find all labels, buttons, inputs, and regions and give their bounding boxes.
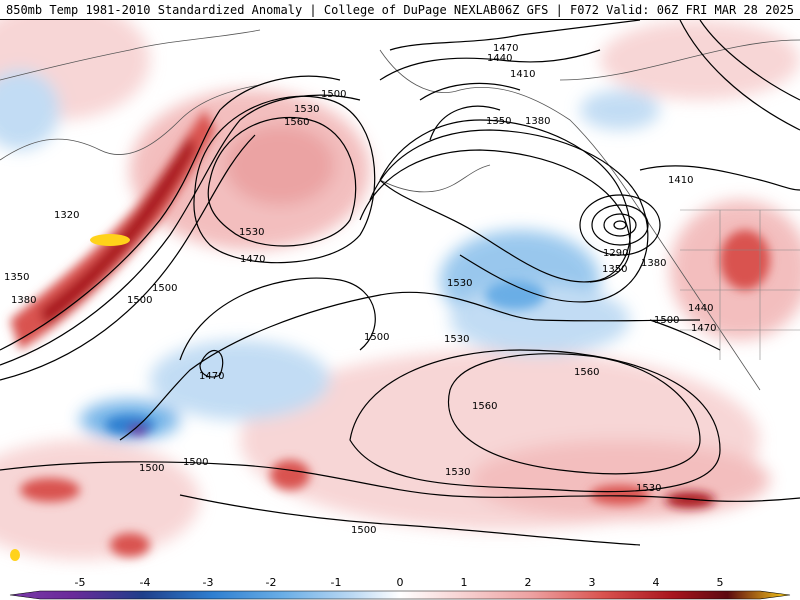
svg-text:1530: 1530	[445, 467, 470, 478]
svg-text:1500: 1500	[139, 463, 164, 474]
svg-text:1290: 1290	[603, 248, 628, 259]
svg-text:1410: 1410	[510, 69, 535, 80]
colorbar-label: 4	[652, 576, 660, 589]
svg-text:1470: 1470	[199, 371, 224, 382]
max-anomaly-spot	[90, 234, 130, 246]
svg-text:1500: 1500	[321, 89, 346, 100]
svg-text:1530: 1530	[294, 104, 319, 115]
svg-text:1530: 1530	[239, 227, 264, 238]
map-header: 850mb Temp 1981-2010 Standardized Anomal…	[0, 0, 800, 20]
colorbar-label: 0	[396, 576, 404, 589]
model-run-info: 06Z GFS | F072 Valid: 06Z FRI MAR 28 202…	[497, 3, 794, 17]
colorbar-label: 1	[460, 576, 468, 589]
colorbar-label: -4	[139, 576, 151, 589]
svg-text:1500: 1500	[364, 332, 389, 343]
svg-text:1470: 1470	[240, 254, 265, 265]
svg-text:1560: 1560	[284, 117, 309, 128]
colorbar-label: -5	[74, 576, 86, 589]
svg-text:1440: 1440	[487, 53, 512, 64]
svg-text:1380: 1380	[525, 116, 550, 127]
svg-text:1500: 1500	[127, 295, 152, 306]
state-boundaries	[680, 209, 800, 360]
svg-text:1560: 1560	[574, 367, 599, 378]
svg-text:1530: 1530	[447, 278, 472, 289]
product-title: 850mb Temp 1981-2010 Standardized Anomal…	[6, 3, 498, 17]
anomaly-colorbar: -5 -4 -3 -2 -1 0 1 2 3 4 5	[0, 575, 800, 600]
contour-labels: 1470 1440 1410 1380 1350 1290 1350 1380 …	[4, 43, 716, 536]
coastlines	[0, 29, 800, 391]
svg-text:1440: 1440	[688, 303, 713, 314]
svg-text:1500: 1500	[351, 525, 376, 536]
svg-text:1530: 1530	[444, 334, 469, 345]
colorbar-label: 3	[588, 576, 596, 589]
svg-text:1470: 1470	[691, 323, 716, 334]
svg-text:1350: 1350	[602, 264, 627, 275]
colorbar-label: -3	[202, 576, 214, 589]
svg-text:1380: 1380	[11, 295, 36, 306]
svg-text:1350: 1350	[4, 272, 29, 283]
colorbar-label: -2	[265, 576, 277, 589]
colorbar-label: 2	[524, 576, 532, 589]
svg-text:1410: 1410	[668, 175, 693, 186]
svg-text:1500: 1500	[183, 457, 208, 468]
anomaly-shading	[0, 20, 800, 561]
svg-text:1500: 1500	[654, 315, 679, 326]
svg-text:1320: 1320	[54, 210, 79, 221]
colorbar-label: 5	[716, 576, 724, 589]
svg-text:1350: 1350	[486, 116, 511, 127]
svg-text:1380: 1380	[641, 258, 666, 269]
height-contours	[0, 20, 800, 546]
colorbar-strip	[9, 590, 791, 600]
svg-text:1470: 1470	[493, 43, 518, 54]
svg-text:1530: 1530	[636, 483, 661, 494]
svg-text:1560: 1560	[472, 401, 497, 412]
colorbar-label: -1	[330, 576, 342, 589]
svg-text:1500: 1500	[152, 283, 177, 294]
anomaly-map[interactable]: 1470 1440 1410 1380 1350 1290 1350 1380 …	[0, 20, 800, 575]
map-canvas: 1470 1440 1410 1380 1350 1290 1350 1380 …	[0, 20, 800, 561]
